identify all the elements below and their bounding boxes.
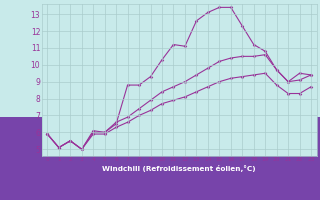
X-axis label: Windchill (Refroidissement éolien,°C): Windchill (Refroidissement éolien,°C) bbox=[102, 165, 256, 172]
